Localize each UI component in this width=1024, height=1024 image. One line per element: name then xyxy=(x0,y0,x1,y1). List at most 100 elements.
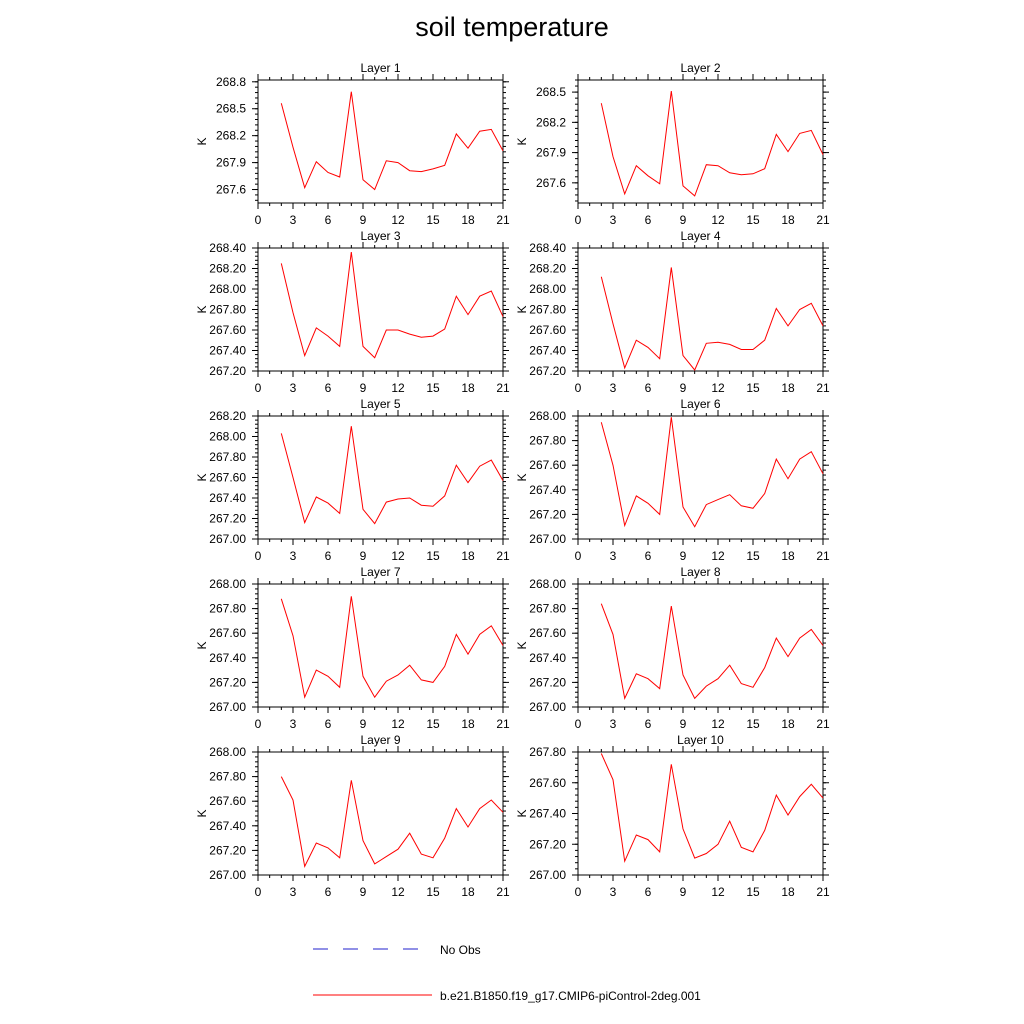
panel-9: Layer 9 K 0 3 6 9 12 15 18 21 267.00 267.20 267.40 26… xyxy=(195,733,510,899)
panel-6-ytick-label: 267.60 xyxy=(529,458,566,472)
panel-8-ytick-label: 267.80 xyxy=(529,602,566,616)
panel-10-ytick-label: 267.00 xyxy=(529,868,566,882)
panel-9-xtick-label: 12 xyxy=(391,885,405,899)
panel-10-ytick-label: 267.60 xyxy=(529,776,566,790)
panel-6-xtick-label: 9 xyxy=(680,549,687,563)
panel-2-xtick-label: 3 xyxy=(610,213,617,227)
panel-1-xtick-label: 3 xyxy=(290,213,297,227)
panel-2-ytick-label: 267.9 xyxy=(536,146,566,160)
panel-4-xtick-label: 15 xyxy=(746,381,760,395)
panel-10-xtick-label: 0 xyxy=(575,885,582,899)
panel-2-xtick-label: 6 xyxy=(645,213,652,227)
panel-5-ytick-label: 267.80 xyxy=(209,450,246,464)
panel-6-ytick-label: 267.20 xyxy=(529,507,566,521)
panel-8-xtick-label: 21 xyxy=(816,717,830,731)
panel-5-xtick-label: 0 xyxy=(255,549,262,563)
panel-6-ytick-label: 268.00 xyxy=(529,409,566,423)
panel-9-xtick-label: 18 xyxy=(461,885,475,899)
panel-7-ylabel: K xyxy=(195,641,209,649)
panel-4-xtick-label: 21 xyxy=(816,381,830,395)
panel-5-ylabel: K xyxy=(195,473,209,481)
panel-3-xtick-label: 3 xyxy=(290,381,297,395)
panel-4-xtick-label: 18 xyxy=(781,381,795,395)
panel-1-xtick-label: 15 xyxy=(426,213,440,227)
panel-7-ytick-label: 268.00 xyxy=(209,577,246,591)
panel-5: Layer 5 K 0 3 6 9 12 15 18 21 267.00 267.20 267.40 26… xyxy=(195,397,510,563)
panel-5-xtick-label: 18 xyxy=(461,549,475,563)
panel-7-ytick-label: 267.20 xyxy=(209,675,246,689)
panel-10-series-line xyxy=(600,753,824,863)
panel-6-xtick-label: 0 xyxy=(575,549,582,563)
panel-2-xtick-label: 0 xyxy=(575,213,582,227)
panel-9-xtick-label: 21 xyxy=(496,885,510,899)
panel-8: Layer 8 K 0 3 6 9 12 15 18 21 267.00 267.20 267.40 26… xyxy=(515,565,830,731)
panel-7-xtick-label: 9 xyxy=(360,717,367,731)
panel-8-xtick-label: 0 xyxy=(575,717,582,731)
panel-3-ytick-label: 267.40 xyxy=(209,344,246,358)
panel-10-ytick-label: 267.40 xyxy=(529,807,566,821)
panel-2-ytick-label: 267.6 xyxy=(536,176,566,190)
panel-1-xtick-label: 0 xyxy=(255,213,262,227)
panel-1-ytick-label: 268.8 xyxy=(216,75,246,89)
panel-4-ytick-label: 268.40 xyxy=(529,241,566,255)
panel-6: Layer 6 K 0 3 6 9 12 15 18 21 267.00 267.20 267.40 26… xyxy=(515,397,830,563)
panel-8-series-line xyxy=(600,603,824,701)
panel-3-ytick-label: 268.20 xyxy=(209,262,246,276)
panel-2-series-line xyxy=(600,91,824,197)
panel-6-xtick-label: 18 xyxy=(781,549,795,563)
panel-4-xtick-label: 6 xyxy=(645,381,652,395)
panel-1: Layer 1 K 0 3 6 9 12 15 18 21 267.6 267.9 268.2 268.5… xyxy=(195,61,510,227)
panel-4-xtick-label: 9 xyxy=(680,381,687,395)
panel-3-xtick-label: 12 xyxy=(391,381,405,395)
panel-2-xtick-label: 18 xyxy=(781,213,795,227)
panel-6-xtick-label: 12 xyxy=(711,549,725,563)
panel-10-ylabel: K xyxy=(515,809,529,817)
panel-10-frame xyxy=(577,751,824,876)
panel-10-title: Layer 10 xyxy=(677,733,724,747)
panel-3-ytick-label: 268.40 xyxy=(209,241,246,255)
panel-5-ytick-label: 268.00 xyxy=(209,430,246,444)
panel-3-series-line xyxy=(280,252,504,359)
panel-7-xtick-label: 12 xyxy=(391,717,405,731)
panel-7-xtick-label: 0 xyxy=(255,717,262,731)
panel-1-ytick-label: 268.2 xyxy=(216,129,246,143)
panel-5-series-line xyxy=(280,426,504,525)
panel-8-title: Layer 8 xyxy=(680,565,720,579)
panel-5-ytick-label: 267.40 xyxy=(209,491,246,505)
panel-9-series-line xyxy=(280,776,504,868)
panel-5-xtick-label: 12 xyxy=(391,549,405,563)
panel-10-xtick-label: 21 xyxy=(816,885,830,899)
panel-4-ytick-label: 267.40 xyxy=(529,344,566,358)
panel-8-ytick-label: 267.40 xyxy=(529,651,566,665)
panel-2-title: Layer 2 xyxy=(680,61,720,75)
panel-7-xtick-label: 3 xyxy=(290,717,297,731)
panel-1-ytick-label: 267.6 xyxy=(216,183,246,197)
panel-8-xtick-label: 15 xyxy=(746,717,760,731)
panel-5-xtick-label: 15 xyxy=(426,549,440,563)
panel-3: Layer 3 K 0 3 6 9 12 15 18 21 267.20 267.40 267.60 26… xyxy=(195,229,510,395)
panel-3-xtick-label: 18 xyxy=(461,381,475,395)
panel-10-xtick-label: 15 xyxy=(746,885,760,899)
panel-8-ytick-label: 267.20 xyxy=(529,675,566,689)
panel-10-ytick-label: 267.20 xyxy=(529,837,566,851)
panel-4-ytick-label: 267.60 xyxy=(529,323,566,337)
panel-5-ytick-label: 267.60 xyxy=(209,471,246,485)
panel-4-ylabel: K xyxy=(515,305,529,313)
panel-8-xtick-label: 3 xyxy=(610,717,617,731)
panel-1-xtick-label: 18 xyxy=(461,213,475,227)
panel-10-xtick-label: 3 xyxy=(610,885,617,899)
panel-1-xtick-label: 6 xyxy=(325,213,332,227)
panel-6-xtick-label: 6 xyxy=(645,549,652,563)
panel-8-ytick-label: 267.00 xyxy=(529,700,566,714)
panel-8-ylabel: K xyxy=(515,641,529,649)
panel-9-frame xyxy=(257,751,504,876)
panel-10-xtick-label: 12 xyxy=(711,885,725,899)
panel-7-xtick-label: 6 xyxy=(325,717,332,731)
panel-6-ytick-label: 267.80 xyxy=(529,434,566,448)
chart-title: soil temperature xyxy=(415,12,609,42)
panel-1-ytick-label: 267.9 xyxy=(216,156,246,170)
panel-6-ylabel: K xyxy=(515,473,529,481)
panel-3-ylabel: K xyxy=(195,305,209,313)
panel-1-ylabel: K xyxy=(195,137,209,145)
